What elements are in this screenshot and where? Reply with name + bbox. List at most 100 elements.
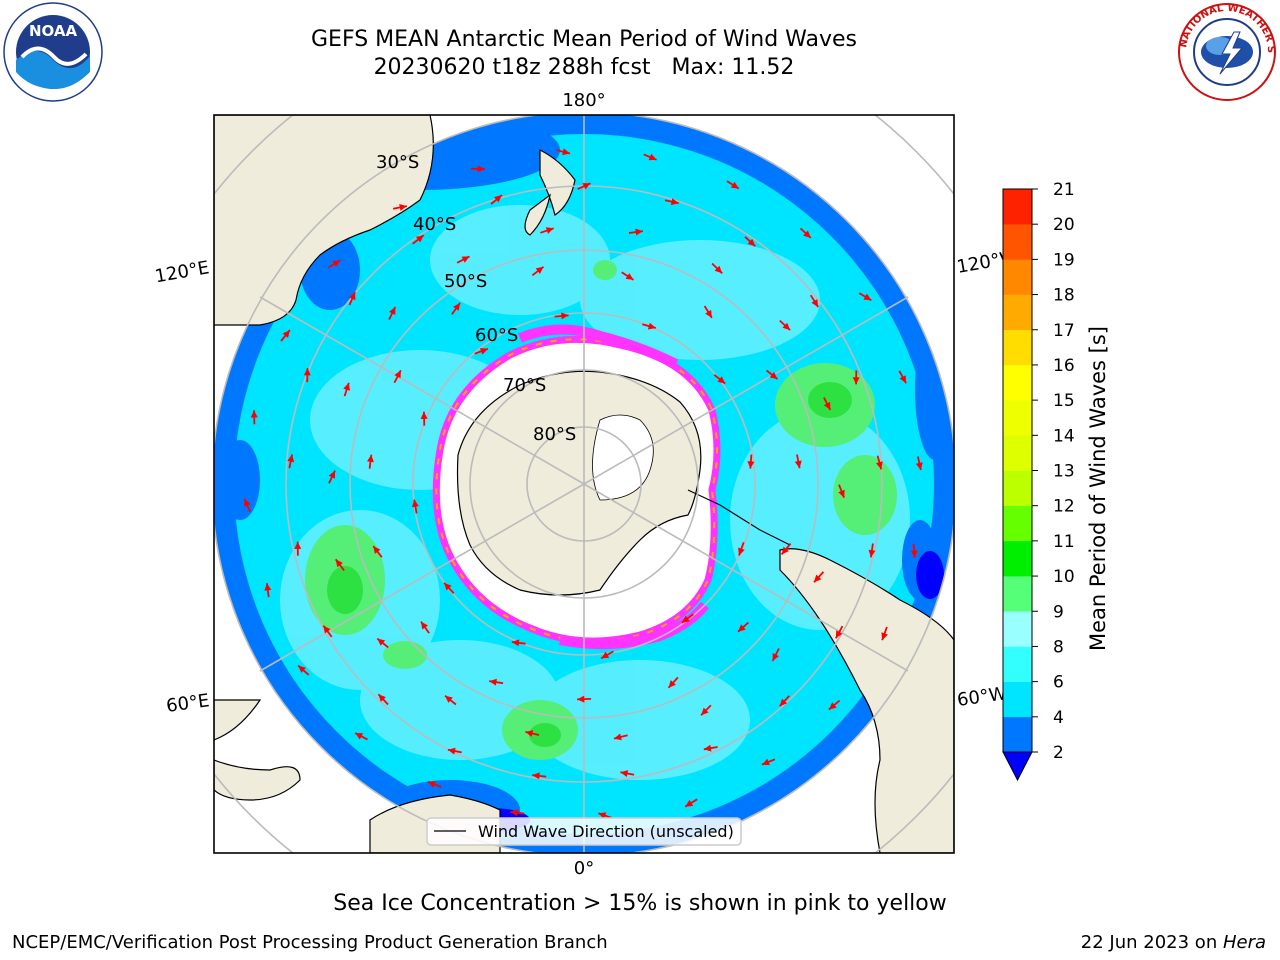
colorbar-tick-label: 6 (1053, 673, 1064, 693)
wind-wave-arrowhead (535, 266, 544, 274)
wind-wave-arrowhead (355, 733, 364, 740)
wind-wave-arrowhead (782, 322, 791, 331)
colorbar-tick-label: 12 (1053, 497, 1075, 517)
colorbar-bin (1003, 259, 1032, 295)
map-frame (213, 114, 955, 854)
wind-wave-arrowhead (250, 410, 258, 418)
wind-wave-arrowhead (717, 376, 726, 384)
wind-wave-arrowhead (899, 375, 907, 384)
wind-wave-arrowhead (511, 639, 520, 647)
wind-wave-arrowhead (489, 678, 497, 686)
wind-wave-arrowhead (620, 770, 629, 777)
colorbar-bin (1003, 505, 1032, 542)
credit-text: NCEP/EMC/Verification Post Processing Pr… (12, 932, 608, 953)
wind-wave-arrowhead (625, 273, 634, 280)
host-name: Hera (1222, 932, 1266, 953)
wind-wave-arrowhead (876, 461, 883, 470)
wind-wave-arrowhead (373, 546, 381, 554)
wind-wave-arrowhead (532, 772, 540, 780)
date-text: 22 Jun 2023 on (1080, 932, 1223, 953)
wind-wave-arrowhead (282, 330, 290, 338)
wind-wave-arrowhead (445, 695, 453, 703)
wind-wave-arrowhead (761, 758, 770, 766)
wind-wave-arrowhead (421, 621, 428, 630)
chart-title: GEFS MEAN Antarctic Mean Period of Wind … (311, 27, 857, 52)
wind-wave-arrowhead (863, 293, 872, 301)
colorbar-tick-label: 21 (1053, 180, 1075, 200)
colorbar-tick-label: 10 (1053, 567, 1075, 587)
wind-wave-arrowhead (635, 228, 643, 236)
colorbar-bin (1003, 364, 1032, 401)
wind-wave-arrowhead (399, 204, 407, 211)
wind-wave-arrowhead (562, 148, 570, 156)
wind-wave-arrowhead (582, 183, 591, 190)
wind-wave-arrowhead (881, 632, 888, 641)
lat-label-70s: 70°S (503, 375, 546, 396)
colorbar-tick-label: 2 (1053, 743, 1064, 763)
wind-wave-arrowhead (910, 550, 918, 558)
wind-wave-arrowhead (828, 702, 837, 710)
new-zealand-north (539, 149, 576, 216)
wind-wave-arrowhead (323, 625, 331, 634)
wind-wave-arrowhead (494, 195, 502, 203)
wind-wave-arrowhead (377, 638, 386, 646)
wind-wave-arrowhead (294, 541, 302, 549)
wind-wave-arrowhead (681, 615, 690, 623)
colorbar-tick-label: 17 (1053, 321, 1075, 341)
colorbar-bin (1003, 470, 1032, 506)
wind-wave-arrowhead (428, 781, 436, 788)
wind-wave-arrowhead (389, 307, 396, 315)
wind-wave-arrowhead (444, 582, 452, 591)
wind-wave-arrowhead (561, 312, 569, 320)
wind-wave-arrowhead (378, 694, 386, 702)
colorbar-tick-label: 9 (1053, 602, 1064, 622)
colorbar-tick-label: 14 (1053, 426, 1075, 446)
wind-wave-arrowhead (287, 454, 295, 463)
wind-wave-arrowhead (343, 382, 350, 391)
colorbar-bin (1003, 189, 1032, 225)
wind-wave-arrowhead (747, 238, 756, 247)
wind-wave-arrowhead (577, 695, 585, 703)
wind-wave-arrowhead (298, 665, 306, 673)
chart-subtitle: 20230620 t18z 288h fcst Max: 11.52 (284, 55, 884, 81)
colorbar-tick-label: 15 (1053, 391, 1075, 411)
colorbar-tick-label: 16 (1053, 356, 1075, 376)
wind-wave-arrowhead (447, 747, 456, 755)
wind-wave-arrowhead (415, 235, 424, 243)
south-america (779, 548, 954, 853)
wind-wave-arrowhead (670, 198, 679, 206)
wind-wave-arrowhead (303, 368, 311, 376)
lat-label-60s: 60°S (475, 325, 518, 346)
lat-labels: 30°S 40°S 50°S 60°S 70°S 80°S (376, 152, 576, 445)
wind-wave-arrowhead (730, 181, 739, 189)
wind-wave-arrowhead (477, 165, 485, 173)
wind-wave-arrowhead (915, 462, 923, 471)
lon-label-180: 180° (562, 90, 605, 111)
ice-edge-north (518, 324, 679, 369)
wind-wave-arrowhead (781, 546, 789, 555)
colorbar-bin (1003, 646, 1032, 682)
colorbar-bin (1003, 576, 1032, 612)
colorbar-under-extension (1002, 751, 1033, 782)
wind-wave-arrowhead (668, 680, 676, 688)
colorbar-bin (1003, 329, 1032, 366)
wind-wave-arrowhead (868, 549, 876, 558)
colorbar-bin (1003, 716, 1032, 753)
colorbar-bin (1003, 294, 1032, 331)
wind-wave-arrowhead (332, 260, 341, 267)
antarctic-peninsula (687, 489, 791, 546)
ice-edge-south (559, 601, 709, 650)
nws-logo: NATIONAL WEATHER SERVICE (1176, 2, 1276, 101)
wind-wave-arrowhead (328, 470, 335, 479)
colorbar-tick-label: 8 (1053, 637, 1064, 657)
ocean-texture (280, 205, 910, 780)
noaa-logo: NOAA (3, 2, 103, 102)
colorbar-tick-label: 4 (1053, 708, 1064, 728)
colorbar-bin (1003, 400, 1032, 436)
australia (214, 115, 434, 326)
wind-wave-arrowhead (510, 809, 518, 817)
wind-wave-arrowhead (453, 302, 461, 311)
colorbar-tick-label: 18 (1053, 286, 1075, 306)
lon-label-0: 0° (574, 858, 594, 879)
